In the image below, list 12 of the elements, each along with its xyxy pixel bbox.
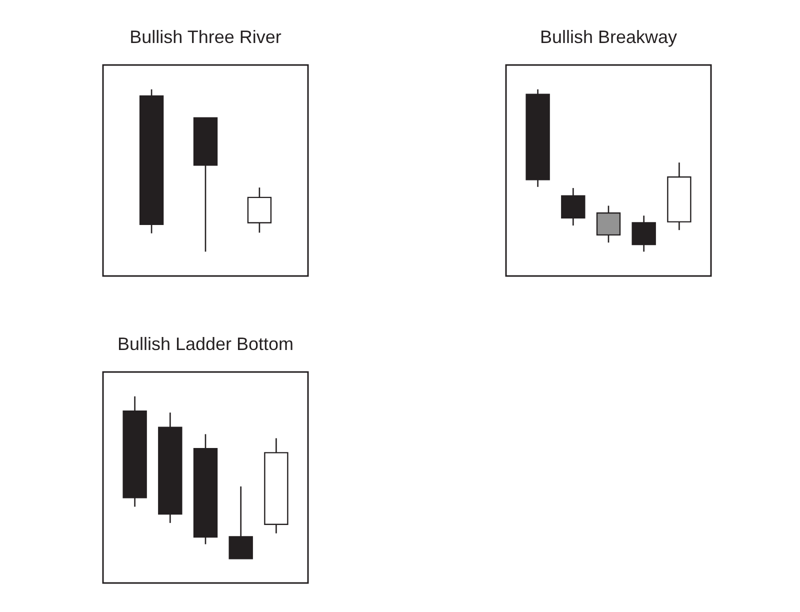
candlestick	[667, 162, 692, 231]
chart-title: Bullish Ladder Bottom	[117, 334, 294, 354]
candlestick	[264, 438, 288, 534]
candlestick	[122, 396, 147, 508]
chart-title: Bullish Breakway	[540, 27, 678, 47]
candlestick	[228, 486, 253, 560]
candlestick	[158, 412, 182, 524]
candlestick	[561, 187, 586, 226]
chart-title: Bullish Three River	[130, 27, 282, 47]
candlestick	[526, 88, 550, 188]
candlestick	[247, 186, 272, 234]
candlestick	[632, 214, 656, 252]
